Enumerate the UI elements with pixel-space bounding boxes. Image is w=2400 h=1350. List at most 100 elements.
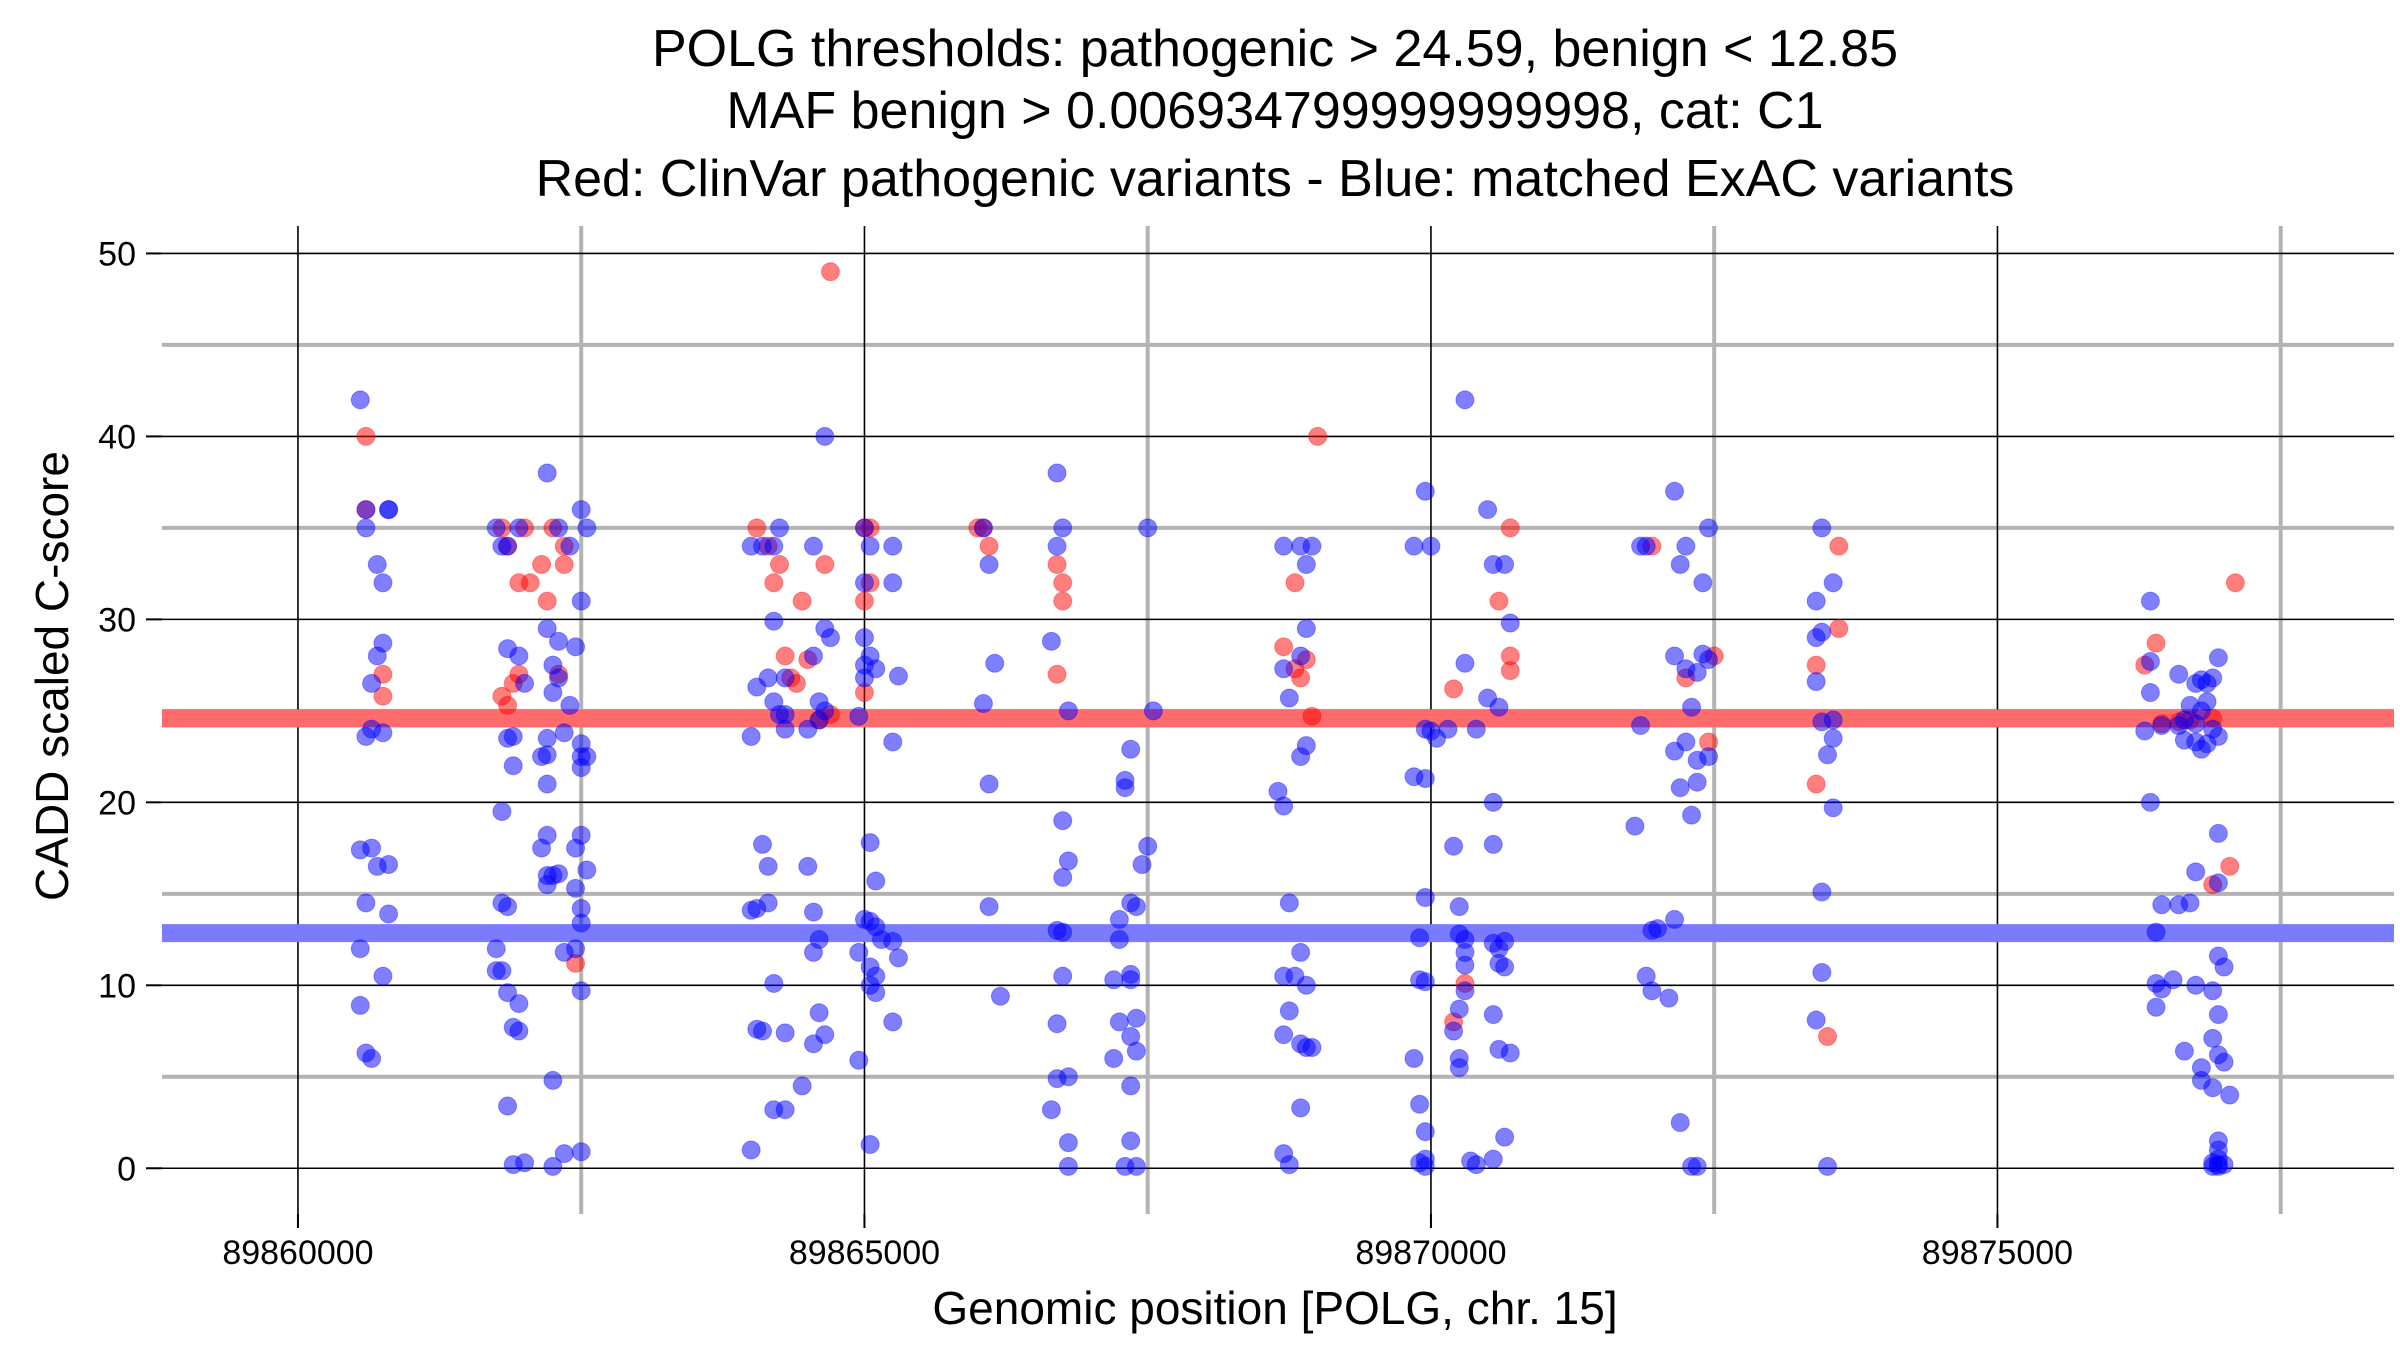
exac-point-168	[1047, 536, 1067, 556]
exac-point-361	[2208, 873, 2228, 893]
exac-point-51	[549, 631, 569, 651]
exac-point-177	[1047, 1014, 1067, 1034]
exac-point-281	[1500, 1043, 1520, 1063]
exac-point-291	[1648, 919, 1668, 939]
pathogenic-point-56	[1500, 518, 1520, 538]
pathogenic-point-20	[747, 518, 767, 538]
exac-point-193	[1126, 897, 1146, 917]
exac-point-251	[1449, 897, 1469, 917]
exac-point-124	[809, 1003, 829, 1023]
exac-point-250	[1444, 836, 1464, 856]
exac-point-367	[2186, 975, 2206, 995]
pathogenic-point-24	[775, 646, 795, 666]
pathogenic-point-50	[1308, 426, 1328, 446]
exac-point-188	[1104, 1048, 1124, 1068]
exac-point-312	[1682, 805, 1702, 825]
exac-point-319	[1806, 672, 1826, 692]
exac-point-111	[775, 1100, 795, 1120]
exac-point-90	[764, 536, 784, 556]
exac-point-315	[1812, 518, 1832, 538]
exac-point-34	[492, 801, 512, 821]
exac-point-53	[543, 655, 563, 675]
exac-point-38	[498, 983, 518, 1003]
exac-point-106	[764, 973, 784, 993]
exac-point-150	[849, 1050, 869, 1070]
exac-point-333	[2135, 721, 2155, 741]
pathogenic-point-29	[815, 554, 835, 574]
exac-point-75	[571, 591, 591, 611]
y-tick-label-0: 0	[117, 1150, 136, 1188]
exac-point-171	[1053, 811, 1073, 831]
exac-point-258	[1444, 1021, 1464, 1041]
exac-point-29	[509, 646, 529, 666]
exac-point-218	[1279, 893, 1299, 913]
chart-title-line-1: POLG thresholds: pathogenic > 24.59, ben…	[652, 20, 1898, 78]
pathogenic-point-31	[820, 262, 840, 282]
exac-point-368	[2203, 981, 2223, 1001]
exac-point-57	[554, 723, 574, 743]
exac-point-70	[543, 1156, 563, 1176]
exac-point-116	[803, 646, 823, 666]
exac-point-330	[2140, 591, 2160, 611]
exac-point-109	[775, 1023, 795, 1043]
exac-point-113	[803, 536, 823, 556]
exac-point-195	[1121, 970, 1141, 990]
exac-point-72	[571, 1142, 591, 1162]
exac-point-358	[2197, 734, 2217, 754]
exac-point-255	[1455, 955, 1475, 975]
exac-point-352	[2186, 714, 2206, 734]
pathogenic-point-13	[532, 554, 552, 574]
exac-point-4	[373, 573, 393, 593]
exac-point-41	[509, 1021, 529, 1041]
exac-point-159	[973, 518, 993, 538]
exac-point-121	[803, 902, 823, 922]
exac-point-332	[2140, 683, 2160, 703]
pathogenic-point-46	[1285, 573, 1305, 593]
exac-point-331	[2140, 651, 2160, 671]
pathogenic-point-42	[1053, 573, 1073, 593]
exac-point-245	[1410, 1153, 1430, 1173]
exac-point-210	[1296, 619, 1316, 639]
exac-point-12	[362, 838, 382, 858]
exac-point-327	[1806, 1010, 1826, 1030]
exac-point-82	[566, 838, 586, 858]
exac-point-199	[1121, 1131, 1141, 1151]
exac-point-201	[1138, 518, 1158, 538]
exac-point-266	[1478, 500, 1498, 520]
exac-point-163	[979, 774, 999, 794]
exac-point-74	[577, 518, 597, 538]
exac-point-269	[1500, 613, 1520, 633]
exac-point-211	[1291, 646, 1311, 666]
x-axis-title: Genomic position [POLG, chr. 15]	[932, 1282, 1617, 1334]
exac-point-237	[1410, 928, 1430, 948]
exac-point-345	[2197, 673, 2217, 693]
exac-point-260	[1449, 1058, 1469, 1078]
exac-point-221	[1291, 942, 1311, 962]
exac-point-349	[2197, 692, 2217, 712]
exac-point-294	[1676, 536, 1696, 556]
exac-point-132	[854, 573, 874, 593]
exac-point-206	[1274, 536, 1294, 556]
exac-point-300	[1665, 741, 1685, 761]
exac-point-293	[1665, 481, 1685, 501]
exac-point-138	[849, 706, 869, 726]
exac-point-9	[356, 726, 376, 746]
exac-point-151	[860, 1134, 880, 1154]
exac-point-303	[1670, 1113, 1690, 1133]
exac-point-282	[1495, 1127, 1515, 1147]
exac-point-271	[1489, 697, 1509, 717]
exac-point-236	[1415, 887, 1435, 907]
y-tick-label-1: 10	[98, 967, 136, 1005]
exac-point-200	[1126, 1156, 1146, 1176]
exac-point-127	[792, 1076, 812, 1096]
exac-point-326	[1812, 962, 1832, 982]
exac-point-223	[1279, 1001, 1299, 1021]
exac-point-341	[2169, 664, 2189, 684]
exac-point-50	[537, 619, 557, 639]
pathogenic-point-65	[1818, 1027, 1838, 1047]
pathogenic-point-22	[764, 573, 784, 593]
pathogenic-point-43	[1053, 591, 1073, 611]
exac-point-304	[1699, 518, 1719, 538]
